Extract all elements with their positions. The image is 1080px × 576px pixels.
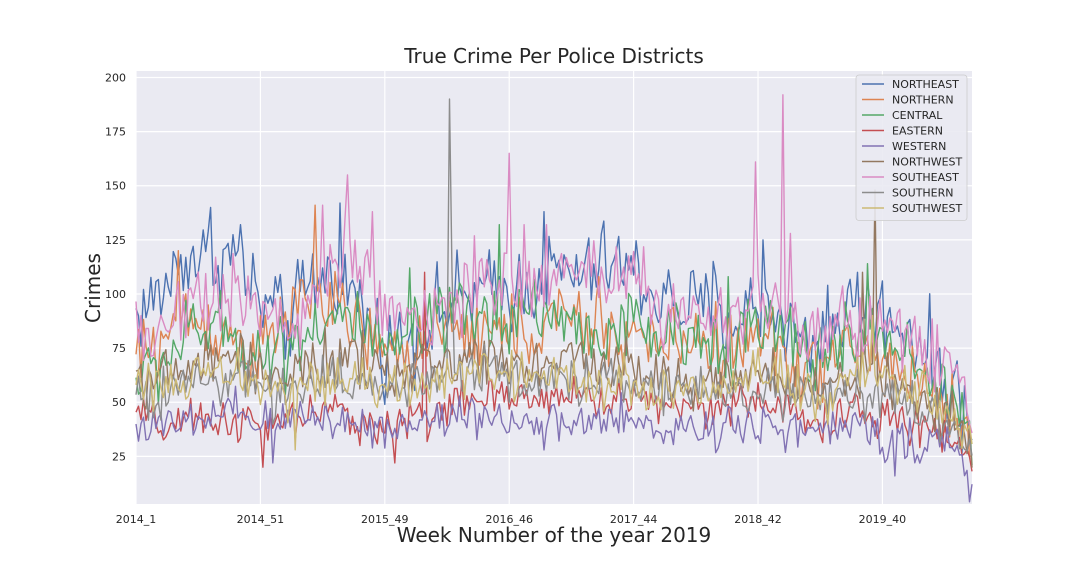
- series-line-southwest: [135, 314, 973, 451]
- legend-label: SOUTHWEST: [892, 202, 962, 215]
- legend-label: NORTHWEST: [892, 156, 963, 169]
- legend-label: EASTERN: [892, 125, 943, 138]
- x-tick-label: 2014_51: [237, 513, 285, 526]
- x-axis-label: Week Number of the year 2019: [397, 523, 712, 547]
- series-line-western: [135, 385, 973, 503]
- x-tick-label: 2017_44: [610, 513, 658, 526]
- y-tick-labels: 25 50 75 100 125 150 175 200: [105, 71, 126, 463]
- x-tick-labels: 2014_1 2014_51 2015_49 2016_46 2017_44 2018_4…: [116, 513, 906, 526]
- legend-label: WESTERN: [892, 140, 946, 153]
- series-line-southeast: [135, 94, 973, 434]
- legend: NORTHEAST NORTHERN CENTRAL EASTERN WESTERN NO…: [855, 74, 968, 221]
- x-tick-label: 2014_1: [116, 513, 157, 526]
- y-tick-label: 200: [105, 71, 126, 84]
- y-tick-label: 150: [105, 180, 126, 193]
- series-line-northeast: [135, 202, 973, 454]
- chart-title: True Crime Per Police Districts: [403, 44, 704, 68]
- series-lines: [135, 94, 973, 503]
- y-tick-label: 75: [112, 342, 126, 355]
- y-axis-label: Crimes: [81, 253, 105, 323]
- series-line-eastern: [135, 271, 973, 472]
- y-tick-label: 175: [105, 126, 126, 139]
- legend-label: SOUTHEAST: [892, 171, 959, 184]
- series-line-northwest: [135, 189, 973, 468]
- x-tick-label: 2015_49: [361, 513, 409, 526]
- y-tick-label: 50: [112, 396, 126, 409]
- y-tick-label: 125: [105, 234, 126, 247]
- y-tick-label: 100: [105, 288, 126, 301]
- legend-box: [855, 74, 968, 221]
- legend-label: NORTHEAST: [892, 78, 959, 91]
- x-tick-label: 2019_40: [859, 513, 907, 526]
- legend-label: SOUTHERN: [892, 187, 954, 200]
- y-tick-label: 25: [112, 450, 126, 463]
- legend-label: CENTRAL: [892, 109, 943, 122]
- legend-label: NORTHERN: [892, 94, 954, 107]
- x-tick-label: 2016_46: [485, 513, 533, 526]
- series-line-central: [135, 223, 973, 466]
- x-tick-label: 2018_42: [734, 513, 782, 526]
